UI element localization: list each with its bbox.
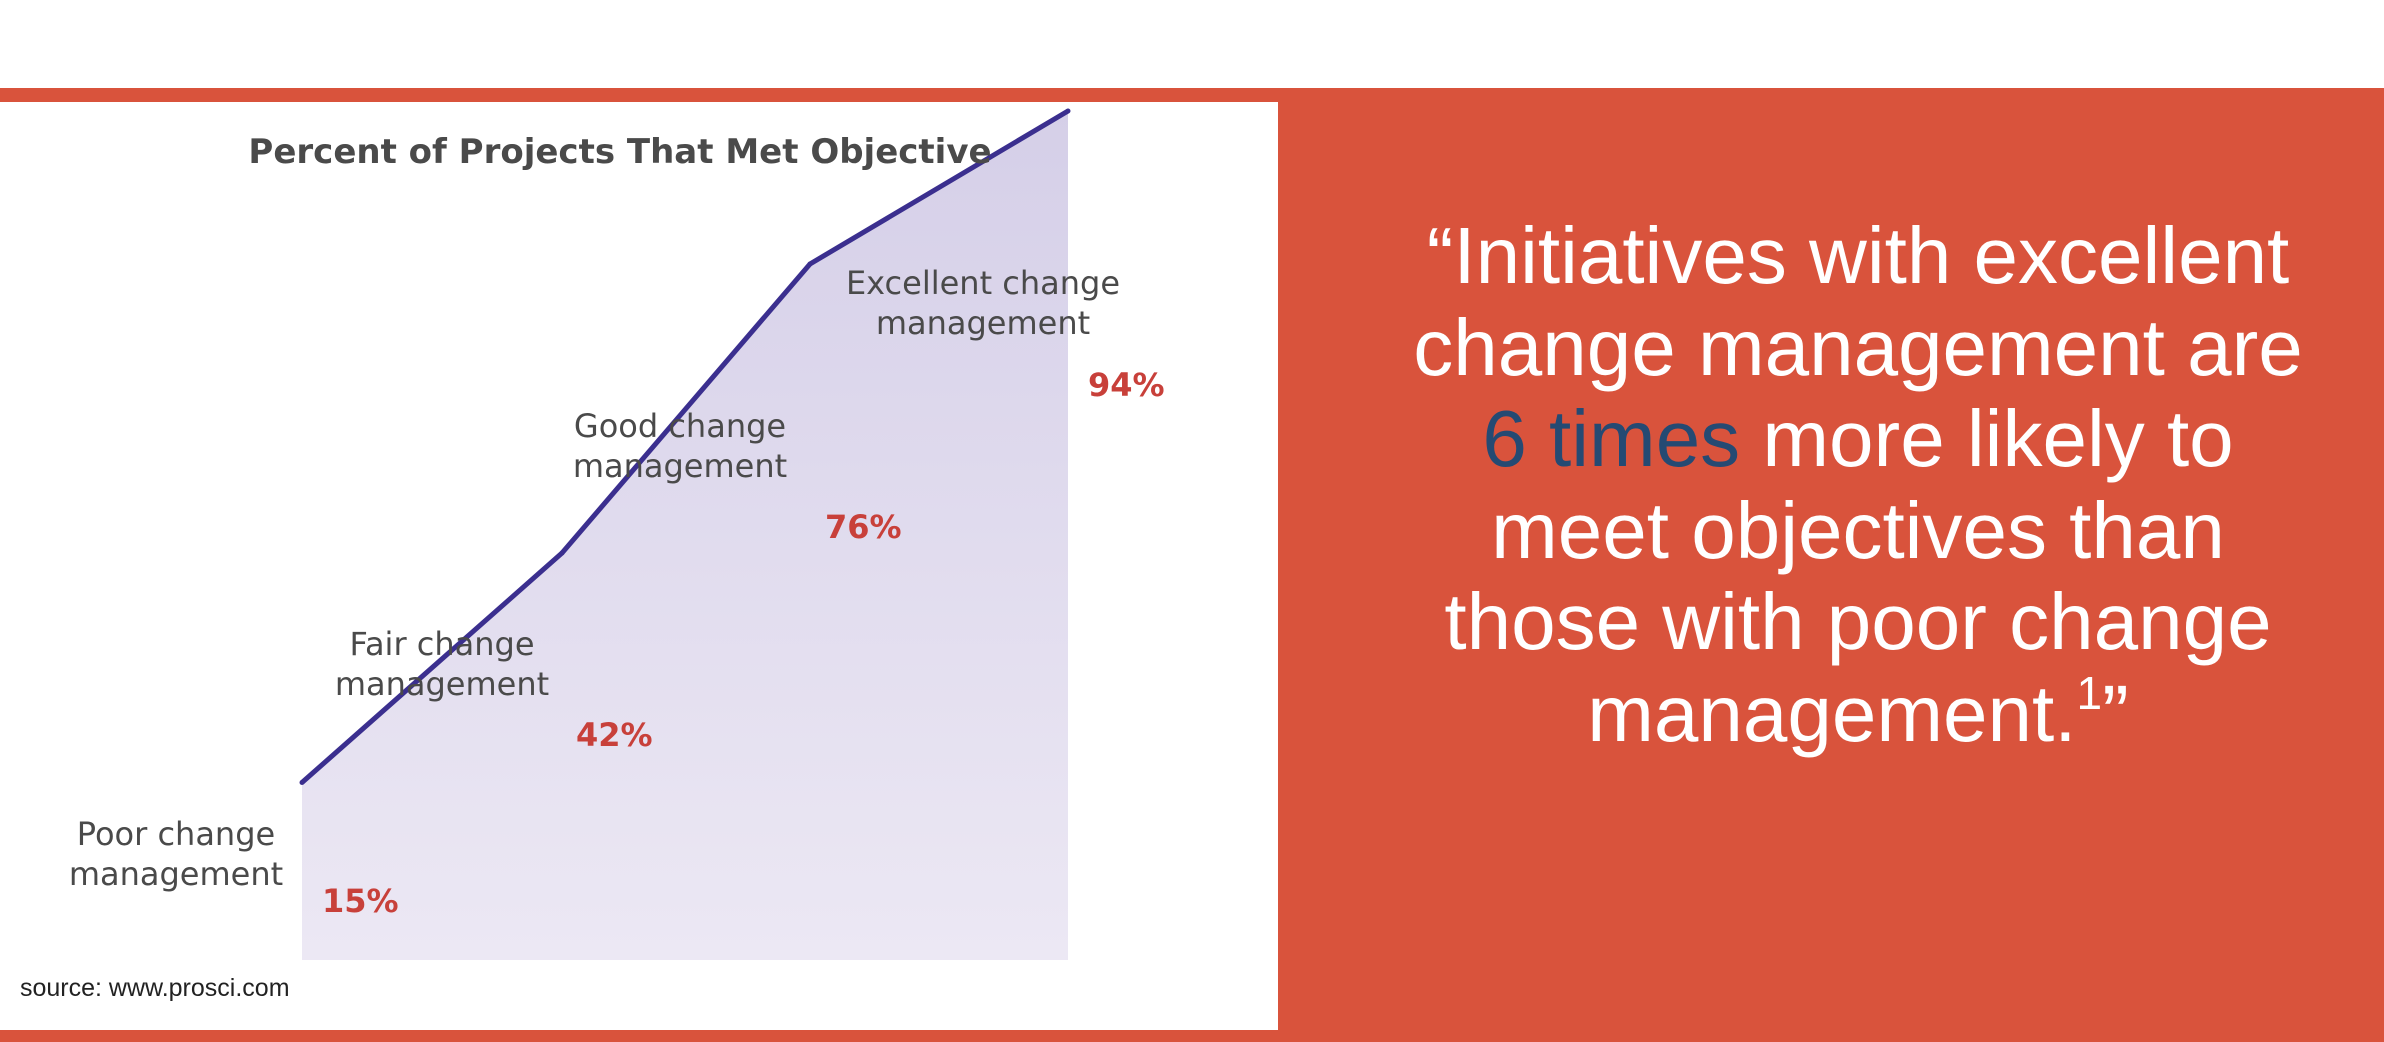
- quote-text: “Initiatives with excellent change manag…: [1400, 210, 2316, 759]
- series-line: [300, 108, 1070, 785]
- data-point: [807, 261, 813, 267]
- data-label: 94%: [1088, 366, 1165, 404]
- quote-text-before: Initiatives with excellent change manage…: [1413, 211, 2303, 392]
- data-point: [1065, 108, 1071, 114]
- quote-text-after: more likely to meet objectives than thos…: [1444, 394, 2272, 758]
- data-point: [299, 780, 305, 785]
- category-label: Fair change management: [335, 625, 549, 703]
- chart-title: Percent of Projects That Met Objective: [248, 132, 992, 172]
- data-point: [559, 550, 565, 556]
- category-label: Excellent change management: [846, 264, 1120, 342]
- quote-footnote: 1: [2076, 666, 2103, 719]
- area-chart: Poor change management 15% Fair change manag…: [69, 108, 1165, 960]
- area-fill: [302, 111, 1068, 960]
- category-label: Poor change management: [69, 815, 283, 893]
- quote-highlight: 6 times: [1482, 394, 1741, 483]
- source-note: source: www.prosci.com: [20, 974, 290, 1002]
- data-label: 15%: [322, 882, 399, 920]
- chart-panel: Poor change management 15% Fair change manag…: [0, 102, 1278, 1030]
- data-label: 76%: [825, 508, 902, 546]
- quote-close-mark: ”: [2102, 668, 2129, 758]
- category-label: Good change management: [573, 407, 787, 485]
- quote-open-mark: “: [1426, 211, 1454, 300]
- data-label: 42%: [576, 716, 653, 754]
